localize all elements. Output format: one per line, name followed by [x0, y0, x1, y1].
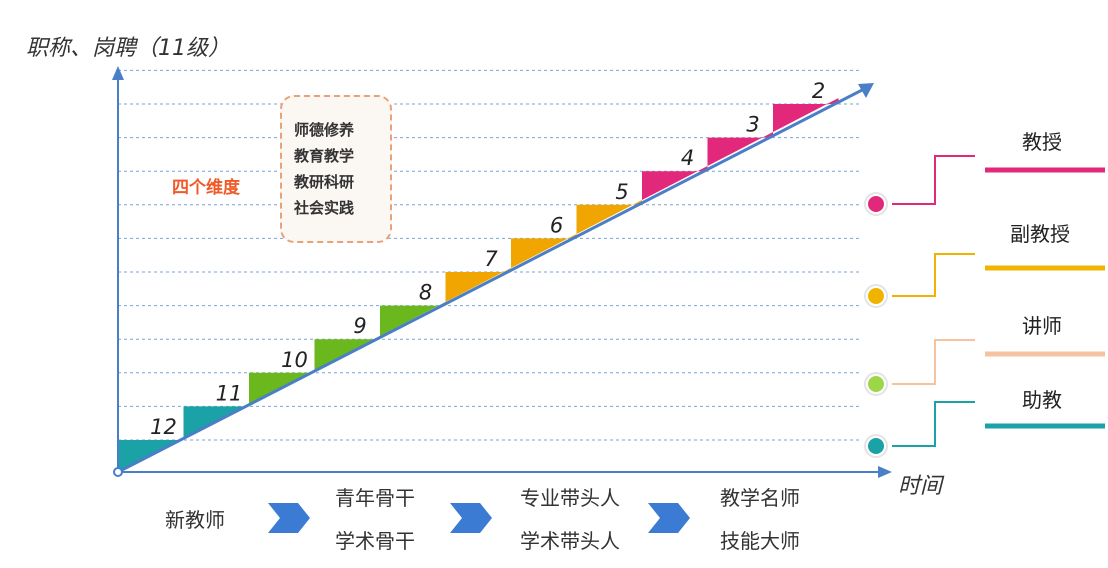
- career-path-stage-leader: 专业带头人 学术带头人: [505, 478, 635, 558]
- origin-point: [113, 467, 123, 477]
- rank-label-lecturer: 讲师: [1022, 314, 1062, 338]
- career-path-stage-backbone: 青年骨干 学术骨干: [320, 478, 430, 558]
- step-4: [642, 166, 708, 200]
- step-label-11: 11: [216, 381, 243, 405]
- x-axis-arrow: [878, 466, 892, 478]
- step-3: [707, 132, 773, 166]
- career-path-text: 学术骨干: [335, 529, 415, 553]
- career-path-arrows: [268, 503, 690, 533]
- axis-title-y: 职称、岗聘（11级）: [26, 36, 230, 61]
- rank-connector: [892, 339, 975, 385]
- step-label-4: 4: [681, 146, 694, 170]
- dimensions-box: 师德修养 教育教学 教研科研 社会实践: [280, 95, 392, 243]
- dimensions-label: 四个维度: [172, 178, 240, 198]
- dimension-item: 教育教学: [294, 147, 355, 165]
- career-path-text: 技能大师: [720, 529, 800, 553]
- step-2: [773, 98, 839, 132]
- dimension-item: 社会实践: [294, 199, 355, 217]
- step-7: [445, 268, 511, 302]
- rank-label-professor: 教授: [1022, 130, 1062, 154]
- chevron-right-icon: [268, 503, 310, 533]
- rank-label-assistant: 助教: [1022, 388, 1062, 412]
- career-path-text: 新教师: [165, 507, 225, 532]
- dimension-item: 师德修养: [294, 121, 355, 139]
- dimension-item: 教研科研: [294, 173, 355, 191]
- career-path-text: 专业带头人: [520, 486, 620, 510]
- rank-connector: [892, 253, 975, 297]
- rank-label-associate-professor: 副教授: [1010, 222, 1070, 246]
- growth-diagonal: [117, 86, 867, 474]
- step-label-8: 8: [419, 281, 432, 305]
- step-label-3: 3: [746, 113, 759, 137]
- chevron-right-icon: [450, 503, 492, 533]
- rank-dot: [868, 288, 884, 304]
- step-label-7: 7: [484, 247, 498, 271]
- career-path-text: 学术带头人: [520, 529, 620, 553]
- rank-dot: [868, 376, 884, 392]
- career-path-stage-master: 教学名师 技能大师: [705, 478, 815, 558]
- rank-connector: [892, 155, 975, 205]
- step-label-10: 10: [281, 348, 308, 372]
- rank-connector: [892, 401, 975, 447]
- step-label-12: 12: [150, 415, 177, 439]
- rank-dot: [868, 196, 884, 212]
- career-path-text: 青年骨干: [335, 486, 415, 510]
- rank-dot: [868, 438, 884, 454]
- axis-title-x: 时间: [898, 474, 943, 499]
- rank-connectors: [864, 155, 1105, 458]
- step-label-9: 9: [353, 314, 366, 338]
- step-label-5: 5: [615, 180, 628, 204]
- career-path-stage-new-teacher: 新教师: [140, 478, 250, 558]
- chevron-right-icon: [648, 503, 690, 533]
- axes: [112, 66, 892, 478]
- step-6: [511, 234, 577, 268]
- step-label-6: 6: [550, 213, 563, 237]
- step-label-2: 2: [812, 79, 825, 103]
- career-path-text: 教学名师: [720, 486, 800, 510]
- step-5: [576, 200, 642, 234]
- y-axis-arrow: [112, 66, 124, 80]
- step-labels: 12 11 10 9 8 7 6 5 4 3 2: [150, 79, 825, 439]
- growth-diagonal-arrow: [858, 83, 874, 98]
